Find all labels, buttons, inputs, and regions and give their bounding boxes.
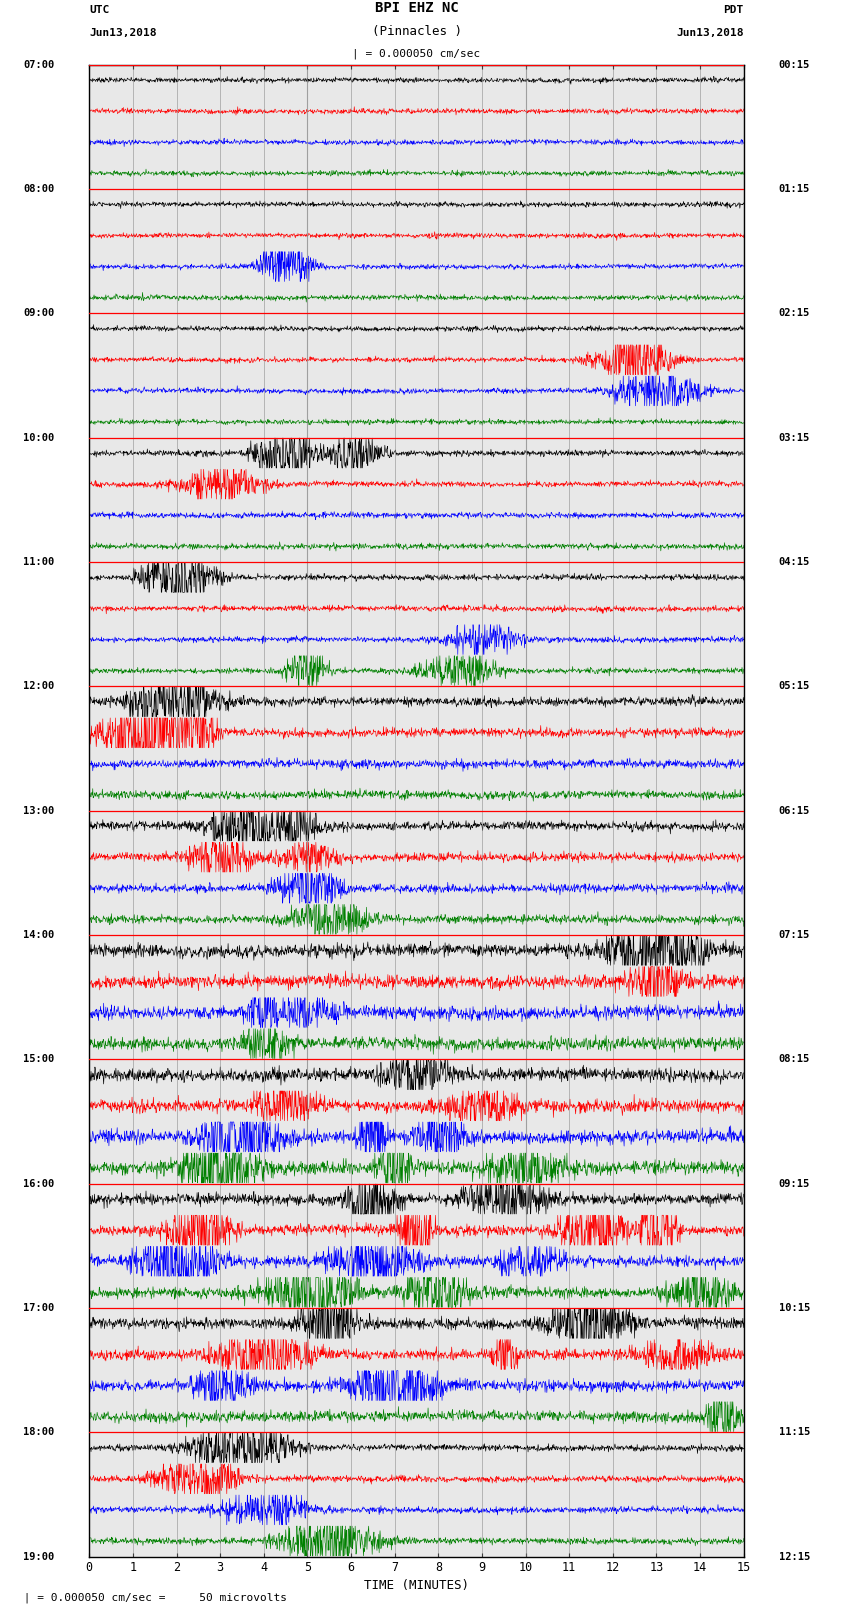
Text: 16:00: 16:00 xyxy=(23,1179,54,1189)
Text: 09:15: 09:15 xyxy=(779,1179,810,1189)
Text: 11:00: 11:00 xyxy=(23,556,54,566)
Text: 13:00: 13:00 xyxy=(23,805,54,816)
Text: 07:15: 07:15 xyxy=(779,929,810,940)
Text: 10:00: 10:00 xyxy=(23,432,54,442)
Text: | = 0.000050 cm/sec =     50 microvolts: | = 0.000050 cm/sec = 50 microvolts xyxy=(17,1592,287,1603)
Text: 12:15: 12:15 xyxy=(779,1552,810,1561)
Text: 18:00: 18:00 xyxy=(23,1428,54,1437)
X-axis label: TIME (MINUTES): TIME (MINUTES) xyxy=(364,1579,469,1592)
Text: UTC: UTC xyxy=(89,5,110,15)
Text: 14:00: 14:00 xyxy=(23,929,54,940)
Text: 02:15: 02:15 xyxy=(779,308,810,318)
Text: BPI EHZ NC: BPI EHZ NC xyxy=(375,2,458,15)
Text: 12:00: 12:00 xyxy=(23,681,54,692)
Text: 17:00: 17:00 xyxy=(23,1303,54,1313)
Text: 11:15: 11:15 xyxy=(779,1428,810,1437)
Text: 09:00: 09:00 xyxy=(23,308,54,318)
Text: 01:15: 01:15 xyxy=(779,184,810,194)
Text: PDT: PDT xyxy=(723,5,744,15)
Text: 10:15: 10:15 xyxy=(779,1303,810,1313)
Text: Jun13,2018: Jun13,2018 xyxy=(677,27,744,37)
Text: 05:15: 05:15 xyxy=(779,681,810,692)
Text: 03:15: 03:15 xyxy=(779,432,810,442)
Text: 04:15: 04:15 xyxy=(779,556,810,566)
Text: 19:00: 19:00 xyxy=(23,1552,54,1561)
Text: (Pinnacles ): (Pinnacles ) xyxy=(371,24,462,37)
Text: | = 0.000050 cm/sec: | = 0.000050 cm/sec xyxy=(353,48,480,58)
Text: 07:00: 07:00 xyxy=(23,60,54,69)
Text: 00:15: 00:15 xyxy=(779,60,810,69)
Text: Jun13,2018: Jun13,2018 xyxy=(89,27,156,37)
Text: 15:00: 15:00 xyxy=(23,1055,54,1065)
Text: 08:15: 08:15 xyxy=(779,1055,810,1065)
Text: 08:00: 08:00 xyxy=(23,184,54,194)
Text: 06:15: 06:15 xyxy=(779,805,810,816)
